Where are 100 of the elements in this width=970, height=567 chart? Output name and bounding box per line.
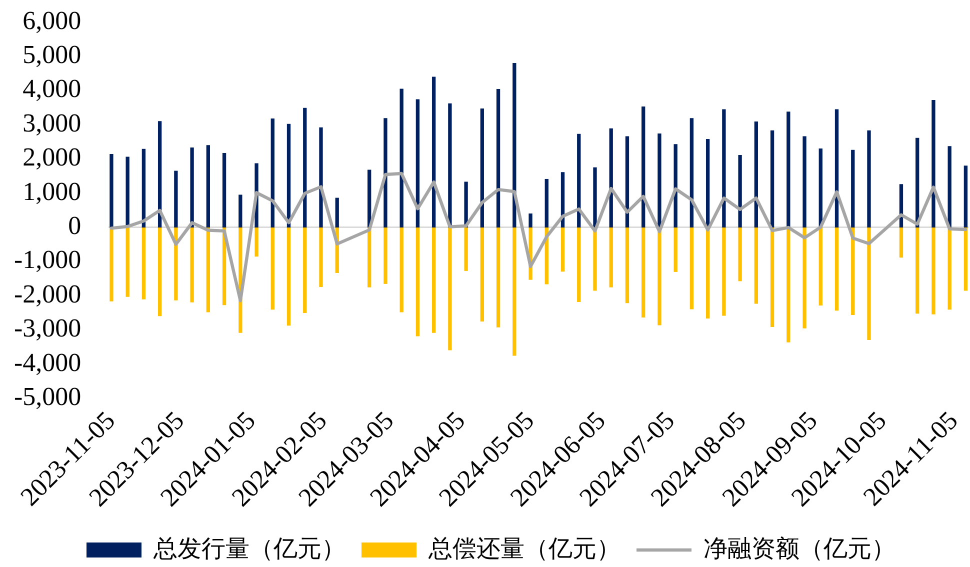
bar [496,226,500,328]
legend-label: 总发行量（亿元） [152,536,346,563]
bar [851,150,855,228]
bar [932,100,936,228]
bar [126,226,130,297]
bar [544,178,548,228]
bar [658,133,662,228]
bar [480,226,484,322]
bar [625,136,630,228]
bar [206,145,210,228]
y-tick-label: -4,000 [14,348,82,377]
bar [512,63,516,228]
bar [432,76,436,228]
bar [416,99,420,228]
bar [190,148,194,228]
bar [738,226,742,282]
bar [964,226,968,291]
bar [867,130,871,228]
bar [464,182,468,228]
bar [319,226,323,288]
legend-label: 总偿还量（亿元） [428,536,620,563]
y-tick-label: 1,000 [22,176,82,206]
y-tick-label: 2,000 [22,142,82,172]
bar [834,226,839,311]
bar [400,88,404,228]
bar [593,167,597,228]
bar [722,109,726,228]
bar [174,170,178,228]
bar [432,226,436,333]
bar [834,109,839,228]
bar [335,198,339,228]
bar [303,108,307,228]
bar [964,166,968,228]
bar [577,134,581,228]
bar [222,152,226,228]
y-tick-label: 5,000 [22,40,82,70]
bar [674,226,678,272]
bar [400,226,404,312]
y-tick-label: -5,000 [14,382,82,411]
bar [690,226,694,310]
bar [770,130,774,228]
y-tick-label: 4,000 [22,74,82,104]
bar [286,226,291,326]
bar [448,226,452,350]
y-tick-label: -2,000 [14,279,82,308]
bar [577,226,581,302]
bar [368,170,372,228]
bar [754,226,758,304]
bar [722,226,726,316]
bar [642,106,646,228]
bar [786,226,790,342]
bar [560,226,565,272]
bar [206,226,210,312]
bar [916,138,920,228]
bar [158,121,162,228]
y-tick-label: 3,000 [22,108,82,138]
bar [738,155,742,228]
bar [270,226,274,310]
bar [480,108,484,228]
bar [625,226,630,304]
y-tick-label: 6,000 [22,6,82,35]
bar [110,226,114,302]
bar [270,118,274,228]
bar [528,214,532,228]
bar [786,112,790,228]
bar [770,226,774,328]
bar [142,148,146,228]
bar [190,226,194,302]
bar [754,122,758,228]
bar [818,148,822,228]
bar [948,226,952,310]
bar [609,226,613,288]
bar [916,226,920,314]
y-tick-label: 0 [68,211,82,240]
bar [158,226,162,316]
bar [932,226,936,314]
bar [174,226,178,300]
bar [867,226,871,340]
bar [818,226,822,306]
bar [384,226,388,284]
bar [690,118,694,228]
legend-label: 净融资额（亿元） [704,536,896,563]
bar [303,226,307,313]
bar [948,146,952,228]
bar [238,194,242,228]
y-tick-label: -1,000 [14,245,82,274]
bar [802,136,806,228]
bar [110,154,114,228]
bar [142,226,146,300]
bar [802,226,806,328]
bar [642,226,646,318]
bar [384,118,388,228]
bar [496,89,500,228]
bar [512,226,516,356]
bar [899,226,904,258]
bar [706,138,710,228]
bar [254,226,258,257]
bar [464,226,468,271]
bar [674,144,678,228]
y-tick-label: -3,000 [14,314,82,343]
